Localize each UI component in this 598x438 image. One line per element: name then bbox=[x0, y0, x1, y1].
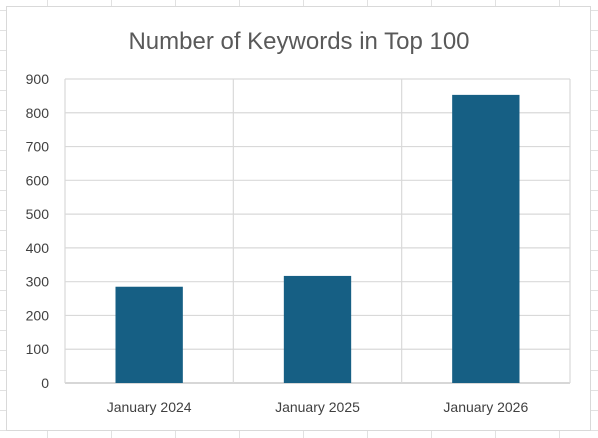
y-axis: 0 100 200 300 400 500 600 700 800 900 bbox=[26, 71, 50, 391]
y-tick-label: 300 bbox=[26, 274, 50, 290]
y-tick-label: 400 bbox=[26, 240, 50, 256]
bar bbox=[452, 94, 520, 384]
y-tick-label: 100 bbox=[26, 341, 50, 357]
y-tick-label: 900 bbox=[26, 71, 50, 87]
y-tick-label: 200 bbox=[26, 307, 50, 323]
x-tick-label: January 2026 bbox=[443, 399, 528, 415]
y-tick-label: 0 bbox=[41, 375, 49, 391]
chart-card: Number of Keywords in Top 100 0 100 200 300… bbox=[6, 6, 591, 431]
x-axis: January 2024 January 2025 January 2026 bbox=[107, 399, 529, 415]
grid-layer bbox=[64, 78, 571, 384]
y-tick-label: 700 bbox=[26, 139, 50, 155]
chart-title: Number of Keywords in Top 100 bbox=[128, 28, 469, 55]
x-tick-label: January 2024 bbox=[107, 399, 192, 415]
bar bbox=[115, 286, 183, 383]
y-tick-label: 800 bbox=[26, 105, 50, 121]
bar bbox=[283, 275, 352, 383]
bar-chart: Number of Keywords in Top 100 0 100 200 300… bbox=[26, 28, 571, 415]
x-tick-label: January 2025 bbox=[275, 399, 360, 415]
y-tick-label: 500 bbox=[26, 206, 50, 222]
bar-layer bbox=[115, 94, 520, 384]
y-tick-label: 600 bbox=[26, 172, 50, 188]
